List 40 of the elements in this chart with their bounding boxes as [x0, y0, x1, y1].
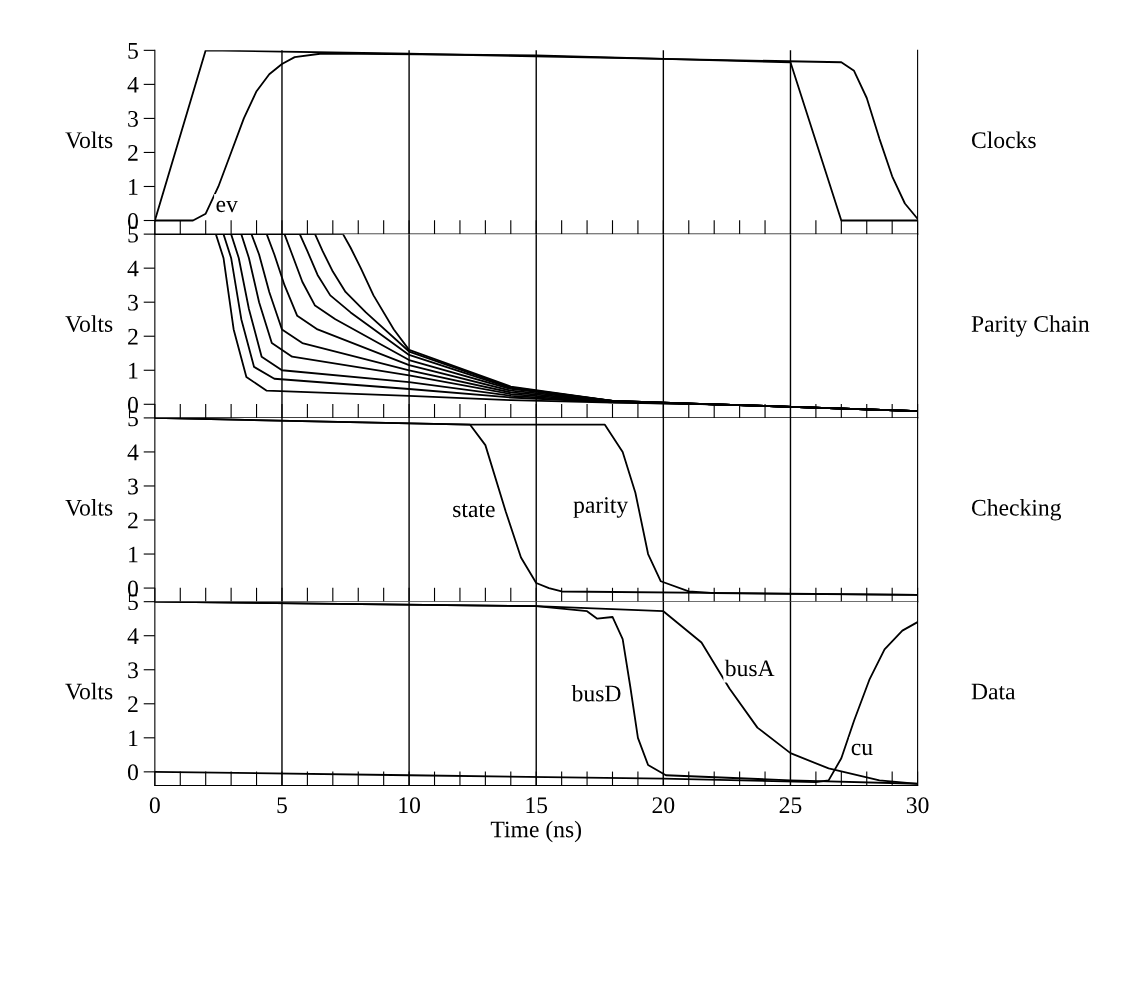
series-label: parity — [573, 497, 629, 518]
series-label: busA — [724, 659, 775, 677]
x-tick-label: 25 — [779, 797, 802, 814]
y-tick-label: 2 — [128, 328, 138, 345]
x-tick-label: 20 — [652, 797, 675, 814]
x-tick-label: 10 — [399, 797, 420, 814]
y-tick-label: 2 — [128, 696, 138, 712]
x-tick-label: 30 — [906, 797, 929, 814]
x-tick-label: 5 — [277, 797, 287, 814]
series-label: busD — [571, 684, 621, 702]
y-tick-label: 2 — [128, 512, 138, 529]
text: Data — [971, 683, 1016, 700]
y-tick-label: 3 — [128, 662, 138, 679]
y-tick-label: 1 — [129, 179, 138, 195]
text: Clocks — [971, 131, 1036, 149]
y-tick-label: 3 — [128, 478, 138, 495]
x-axis-title: Time (ns) — [490, 820, 581, 843]
text: Checking — [971, 499, 1062, 521]
y-axis-title: Volts — [65, 499, 113, 516]
y-tick-label: 5 — [128, 43, 138, 59]
y-tick-label: 4 — [127, 260, 139, 277]
y-tick-label: 4 — [127, 628, 139, 644]
series-label: state — [453, 503, 495, 518]
y-tick-label: 1 — [129, 362, 138, 379]
series-label: cu — [851, 743, 873, 756]
y-tick-label: 1 — [129, 546, 138, 563]
series-label: ev — [216, 200, 238, 213]
y-axis-title: Volts — [65, 682, 113, 700]
y-tick-label: 2 — [128, 145, 138, 161]
y-tick-label: 0 — [127, 764, 138, 781]
y-tick-label: 3 — [128, 294, 138, 311]
y-tick-label: 3 — [128, 110, 138, 127]
y-axis-title: Volts — [65, 131, 113, 149]
y-tick-label: 4 — [127, 77, 139, 93]
text: Parity Chain — [971, 315, 1090, 337]
x-tick-label: 0 — [149, 797, 160, 814]
y-axis-title: Volts — [65, 315, 113, 333]
x-tick-label: 15 — [526, 797, 548, 814]
y-tick-label: 4 — [127, 444, 139, 461]
y-tick-label: 1 — [129, 730, 138, 747]
